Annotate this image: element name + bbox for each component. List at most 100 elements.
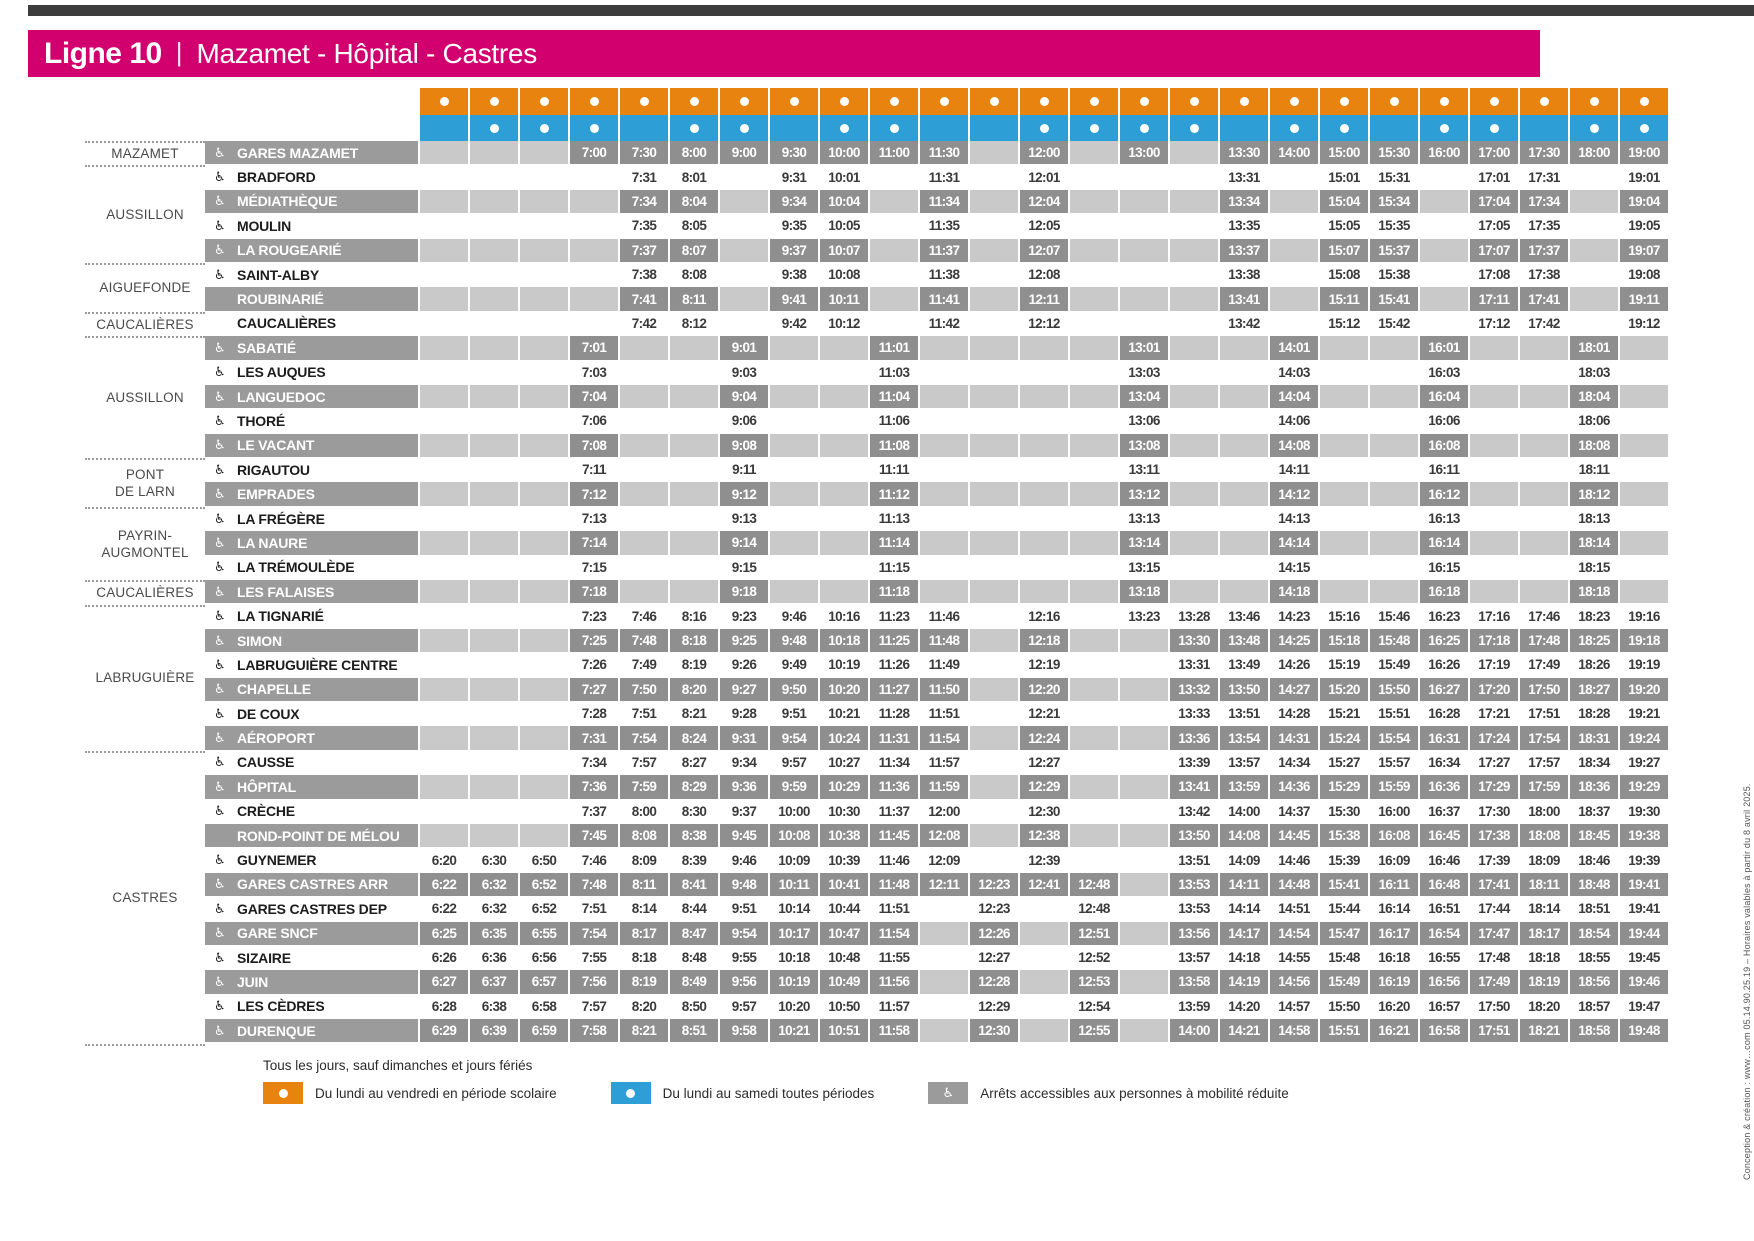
time-cell: [1470, 482, 1518, 506]
time-cell: 6:38: [481, 998, 507, 1014]
time-cell: 13:48: [1220, 628, 1268, 653]
time-cell: [1070, 384, 1118, 409]
service-dot: [626, 1088, 636, 1098]
time-cell: 17:46: [1528, 608, 1560, 624]
time-cell: 18:23: [1578, 608, 1610, 624]
time-cell: 16:14: [1420, 531, 1468, 555]
time-cell: [470, 726, 518, 750]
time-cell: 17:38: [1528, 267, 1560, 283]
time-cell: 12:12: [1028, 315, 1060, 331]
time-cell: [1520, 482, 1568, 506]
time-cell: [1070, 800, 1118, 823]
service-dot: [939, 97, 949, 106]
stop-label: ♿ CHAPELLE: [205, 677, 418, 701]
time-cell: [1520, 409, 1568, 432]
service-day-cell-orange: [1070, 88, 1118, 115]
region-label: PAYRIN- AUGMONTEL: [85, 509, 205, 583]
time-cell: 11:31: [870, 726, 918, 750]
time-cell: 16:06: [1428, 413, 1460, 429]
service-day-cell-orange: [1420, 88, 1468, 115]
wheelchair-icon: ♿: [214, 193, 226, 209]
region-label: AIGUEFONDE: [85, 265, 205, 314]
time-cell: [970, 726, 1018, 750]
time-cell: 14:48: [1270, 872, 1318, 897]
time-cell: 16:46: [1428, 852, 1460, 868]
time-cell: [1320, 580, 1368, 604]
legend-note: Tous les jours, sauf dimanches et jours …: [263, 1058, 533, 1073]
time-cell: 11:13: [878, 511, 910, 527]
time-cell: 17:30: [1478, 803, 1510, 819]
time-cell: [1220, 384, 1268, 409]
service-day-cell-orange: [1370, 88, 1418, 115]
time-cell: [770, 482, 818, 506]
time-cell: 15:50: [1328, 998, 1360, 1014]
time-cell: [1470, 507, 1518, 530]
wheelchair-icon: ♿: [214, 949, 226, 965]
time-cell: [1470, 409, 1518, 432]
time-cell: 19:11: [1620, 287, 1668, 311]
stop-name: LES CÈDRES: [237, 998, 325, 1015]
time-cell: 9:45: [720, 823, 768, 848]
time-cell: [920, 946, 968, 969]
service-dot: [1589, 123, 1599, 133]
time-cell: 13:38: [1228, 267, 1260, 283]
time-cell: 10:11: [770, 872, 818, 897]
time-cell: 11:37: [920, 238, 968, 262]
time-cell: 14:01: [1270, 336, 1318, 360]
time-cell: 11:26: [878, 657, 910, 673]
time-cell: 12:38: [1020, 823, 1068, 848]
time-cell: [1170, 141, 1218, 165]
time-cell: [1620, 458, 1668, 481]
time-cell: 18:09: [1528, 852, 1560, 868]
service-day-cell-blue: [1270, 115, 1318, 141]
time-cell: 13:56: [1170, 921, 1218, 945]
time-cell: [1170, 214, 1218, 237]
time-cell: [1070, 604, 1118, 627]
table-row: ♿ CHAPELLE 7:27 7:50 8:20 9:27 9:50 10:20 11:27 1…: [205, 677, 1670, 701]
time-cell: 6:55: [520, 921, 568, 945]
time-cell: 12:48: [1078, 901, 1110, 917]
time-cell: 9:55: [731, 950, 757, 966]
time-cell: 8:49: [670, 970, 718, 994]
time-cell: [1070, 580, 1118, 604]
stop-label: ♿ GARE SNCF: [205, 921, 418, 945]
table-row: ♿ SABATIÉ 7:01 9:01 11:01 13:01 14:01 16:01 18:0…: [205, 336, 1670, 360]
service-day-cell-orange: [870, 88, 918, 115]
time-cell: [820, 507, 868, 530]
time-cell: 17:51: [1470, 1019, 1518, 1043]
time-cell: [1070, 189, 1118, 214]
table-row: ♿ MOULIN 7:35 8:05 9:35 10:05 11:35 12:05 13:35 1…: [205, 214, 1670, 237]
service-dot: [1039, 123, 1049, 133]
service-day-cell-blue: [1520, 115, 1568, 141]
time-cell: [420, 238, 468, 262]
service-day-cell-blue: [1620, 115, 1668, 141]
service-day-cell-orange: [1470, 88, 1518, 115]
time-cell: 18:00: [1570, 141, 1618, 165]
time-cell: [1570, 214, 1618, 237]
stop-name: SAINT-ALBY: [237, 266, 320, 283]
time-cell: [1120, 238, 1168, 262]
time-cell: [520, 580, 568, 604]
time-cell: 12:08: [920, 823, 968, 848]
time-cell: [1620, 336, 1668, 360]
time-cell: 14:37: [1278, 803, 1310, 819]
time-cell: [970, 189, 1018, 214]
time-cell: 8:09: [631, 852, 657, 868]
time-cell: 6:50: [531, 852, 557, 868]
time-cell: 17:48: [1478, 950, 1510, 966]
time-cell: [920, 921, 968, 945]
table-row: ♿ LE VACANT 7:08 9:08 11:08 13:08 14:08 16:08 18…: [205, 433, 1670, 458]
time-cell: [1170, 263, 1218, 286]
time-cell: [520, 800, 568, 823]
time-cell: 14:55: [1278, 950, 1310, 966]
time-cell: 12:23: [978, 901, 1010, 917]
time-cell: 7:46: [581, 852, 607, 868]
stop-name: MÉDIATHÈQUE: [237, 193, 338, 210]
time-cell: 11:03: [878, 364, 910, 380]
time-cell: 14:13: [1278, 511, 1310, 527]
time-cell: [470, 604, 518, 627]
time-cell: 17:59: [1520, 775, 1568, 799]
time-cell: 18:15: [1578, 559, 1610, 575]
service-day-cell-blue: [1320, 115, 1368, 141]
